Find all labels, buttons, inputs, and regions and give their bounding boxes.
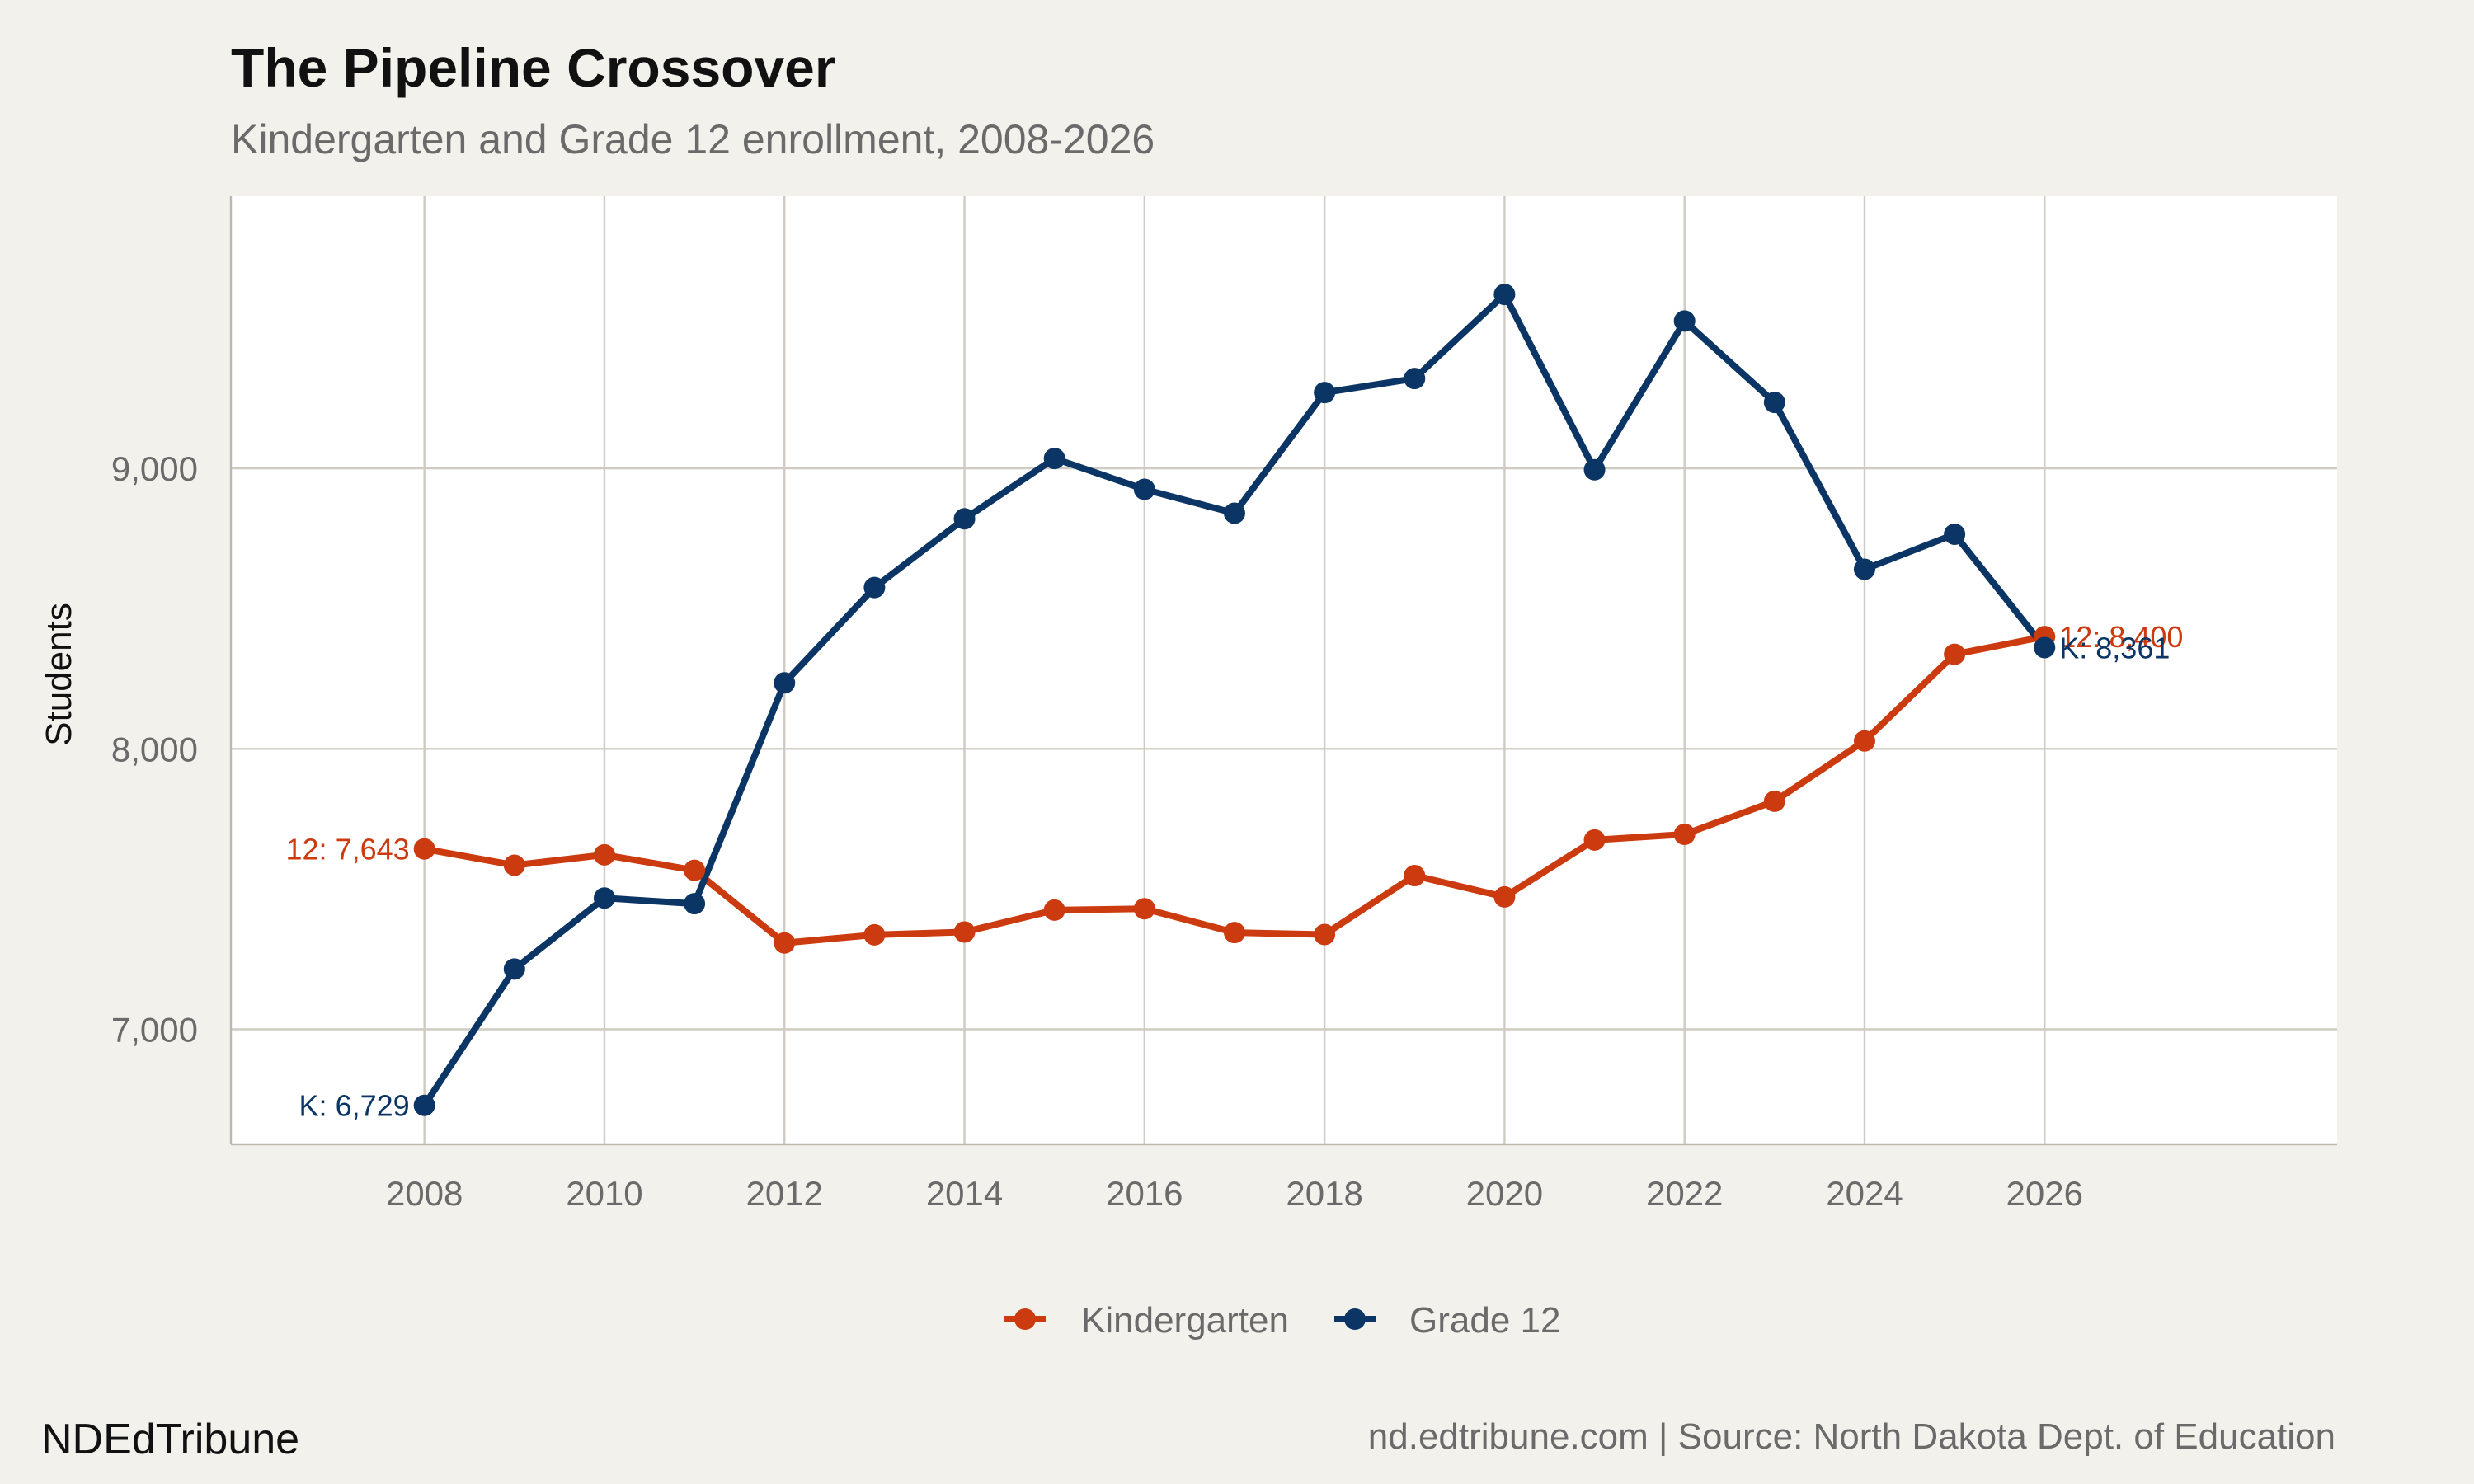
x-tick-label: 2026 xyxy=(2006,1174,2083,1213)
brand-name: NDEdTribune xyxy=(41,1416,300,1463)
plot-panel xyxy=(231,196,2337,1144)
kindergarten-value-label: 12: 7,643 xyxy=(286,833,410,866)
kindergarten-point xyxy=(953,921,976,943)
x-tick-label: 2010 xyxy=(566,1174,642,1213)
grade-12-point xyxy=(1133,478,1155,500)
kindergarten-point xyxy=(503,854,525,876)
chart-title: The Pipeline Crossover xyxy=(231,37,836,98)
x-tick-label: 2016 xyxy=(1106,1174,1183,1213)
grade-12-point xyxy=(1404,368,1426,390)
grade-12-point xyxy=(503,958,525,980)
grade-12-point xyxy=(1763,392,1785,414)
x-tick-label: 2014 xyxy=(926,1174,1003,1213)
kindergarten-value-label: 12: 8,400 xyxy=(2059,620,2183,654)
kindergarten-point xyxy=(1223,922,1245,944)
kindergarten-point xyxy=(1583,829,1606,851)
grade-12-point xyxy=(774,672,796,694)
legend-label-kindergarten: Kindergarten xyxy=(1081,1300,1289,1341)
grade-12-value-label: K: 8,361 xyxy=(2059,631,2170,665)
grade-12-point xyxy=(1583,458,1606,481)
kindergarten-point xyxy=(684,859,706,881)
grade-12-point xyxy=(953,508,976,530)
grade-12-point xyxy=(863,576,886,599)
kindergarten-point xyxy=(1944,643,1966,665)
kindergarten-point xyxy=(1673,824,1696,846)
y-tick-label: 9,000 xyxy=(111,449,198,488)
legend-label-grade-12: Grade 12 xyxy=(1409,1300,1560,1341)
grade-12-point xyxy=(2034,636,2056,659)
x-tick-label: 2024 xyxy=(1826,1174,1903,1213)
grade-12-point xyxy=(684,893,706,915)
chart-subtitle: Kindergarten and Grade 12 enrollment, 20… xyxy=(231,116,1155,162)
legend: Kindergarten Grade 12 xyxy=(1004,1300,1560,1341)
grade-12-point xyxy=(1223,502,1245,524)
legend-marker-grade-12 xyxy=(1344,1308,1366,1330)
x-tick-label: 2022 xyxy=(1646,1174,1723,1213)
kindergarten-point xyxy=(593,843,615,866)
kindergarten-point xyxy=(1314,923,1336,946)
y-tick-label: 7,000 xyxy=(111,1011,198,1050)
grade-12-point xyxy=(1493,284,1516,306)
kindergarten-point xyxy=(1853,730,1875,752)
grade-12-point xyxy=(1043,448,1065,470)
x-tick-label: 2008 xyxy=(386,1174,463,1213)
point-labels: 12: 7,643 12: 8,400 K: 6,729 K: 8,361 xyxy=(286,620,2184,1123)
grade-12-point xyxy=(1853,558,1875,580)
kindergarten-point xyxy=(863,923,886,946)
grade-12-point xyxy=(413,1094,435,1116)
grade-12-point xyxy=(1314,382,1336,404)
kindergarten-point xyxy=(1043,899,1065,921)
kindergarten-point xyxy=(413,838,435,860)
grade-12-value-label: K: 6,729 xyxy=(299,1089,410,1123)
kindergarten-point xyxy=(1763,790,1785,812)
y-tick-label: 8,000 xyxy=(111,730,198,768)
y-axis-title: Students xyxy=(39,603,79,746)
kindergarten-point xyxy=(1493,885,1516,908)
source-credit: nd.edtribune.com | Source: North Dakota … xyxy=(1367,1416,2335,1457)
kindergarten-point xyxy=(1133,898,1155,920)
grade-12-point xyxy=(593,887,615,909)
grade-12-point xyxy=(1673,310,1696,332)
series-points xyxy=(413,284,2056,1116)
x-tick-label: 2018 xyxy=(1286,1174,1362,1213)
x-tick-label: 2012 xyxy=(746,1174,823,1213)
kindergarten-point xyxy=(1404,865,1426,887)
grade-12-point xyxy=(1944,523,1966,545)
legend-marker-kindergarten xyxy=(1014,1308,1036,1330)
kindergarten-point xyxy=(774,932,796,954)
x-tick-label: 2020 xyxy=(1466,1174,1543,1213)
